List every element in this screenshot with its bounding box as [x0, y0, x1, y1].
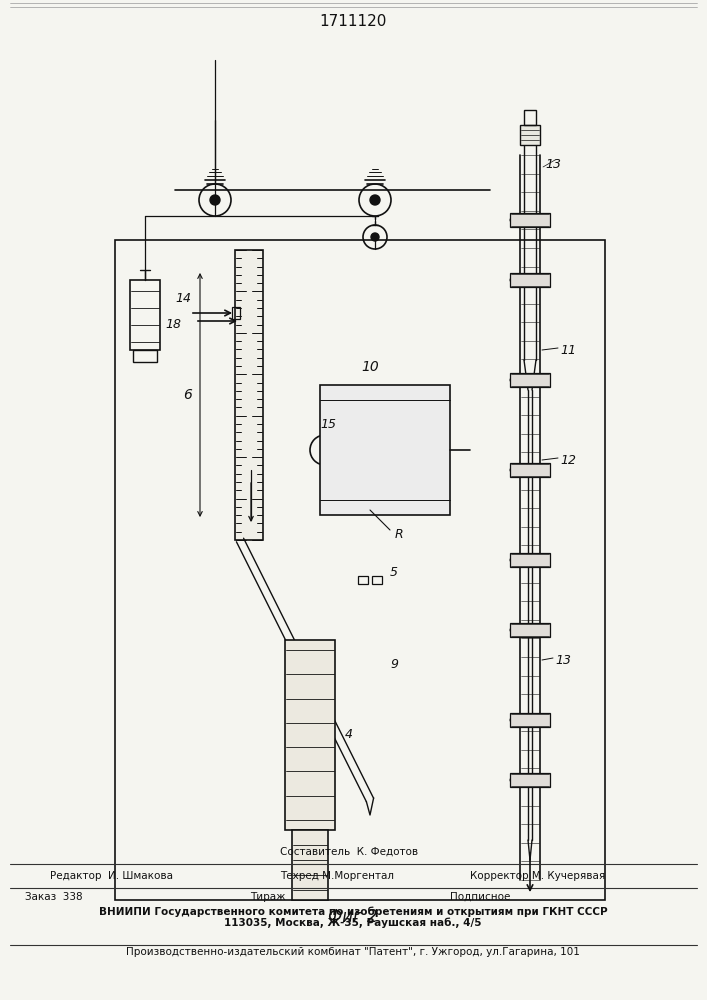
Circle shape [371, 233, 379, 241]
Circle shape [510, 277, 516, 283]
Text: 1711120: 1711120 [320, 14, 387, 29]
Circle shape [510, 467, 516, 473]
Circle shape [510, 557, 516, 563]
Text: 15: 15 [320, 418, 336, 432]
Bar [115, 240, 605, 900]
Text: Фиг 2: Фиг 2 [328, 908, 378, 926]
Circle shape [370, 195, 380, 205]
Bar [510, 273, 550, 287]
Text: 11: 11 [560, 344, 576, 357]
Text: Техред М.Моргентал: Техред М.Моргентал [280, 871, 394, 881]
Bar [232, 307, 240, 319]
Bar [133, 350, 157, 362]
Text: Заказ  338: Заказ 338 [25, 892, 83, 902]
Text: Редактор  И. Шмакова: Редактор И. Шмакова [50, 871, 173, 881]
Bar [292, 830, 328, 900]
Text: R: R [395, 528, 404, 542]
Circle shape [544, 217, 550, 223]
Text: 4: 4 [345, 728, 353, 742]
Bar [130, 280, 160, 350]
Text: 5: 5 [390, 566, 398, 578]
Bar [510, 213, 550, 227]
Bar [510, 553, 550, 567]
Circle shape [544, 717, 550, 723]
Bar [320, 385, 450, 515]
Bar [524, 110, 536, 125]
Circle shape [321, 446, 329, 454]
Text: ВНИИПИ Государственного комитета по изобретениям и открытиям при ГКНТ СССР: ВНИИПИ Государственного комитета по изоб… [99, 907, 607, 917]
Text: Производственно-издательский комбинат "Патент", г. Ужгород, ул.Гагарина, 101: Производственно-издательский комбинат "П… [126, 947, 580, 957]
Circle shape [544, 377, 550, 383]
Text: 9: 9 [390, 658, 398, 672]
Bar [510, 463, 550, 477]
Bar [510, 773, 550, 787]
Bar [510, 373, 550, 387]
Text: 13: 13 [545, 158, 561, 172]
Circle shape [510, 377, 516, 383]
Circle shape [210, 195, 220, 205]
Circle shape [544, 467, 550, 473]
Bar [372, 576, 382, 584]
Text: Подписное: Подписное [450, 892, 510, 902]
Circle shape [544, 277, 550, 283]
Text: 13: 13 [555, 654, 571, 666]
Bar [510, 623, 550, 637]
Text: 12: 12 [560, 454, 576, 466]
Circle shape [544, 557, 550, 563]
Bar [235, 250, 263, 540]
Text: 18: 18 [165, 318, 181, 332]
Circle shape [544, 777, 550, 783]
Circle shape [510, 717, 516, 723]
Circle shape [510, 777, 516, 783]
Bar [520, 125, 540, 145]
Text: Составитель  К. Федотов: Составитель К. Федотов [280, 847, 418, 857]
Text: 14: 14 [175, 292, 191, 304]
Bar [510, 713, 550, 727]
Circle shape [510, 217, 516, 223]
Text: Тираж: Тираж [250, 892, 286, 902]
Text: 6: 6 [183, 388, 192, 402]
Bar [285, 640, 335, 830]
Text: Корректор М. Кучерявая: Корректор М. Кучерявая [470, 871, 605, 881]
Text: 113035, Москва, Ж-35, Раушская наб., 4/5: 113035, Москва, Ж-35, Раушская наб., 4/5 [224, 918, 481, 928]
Circle shape [544, 627, 550, 633]
Text: 10: 10 [361, 360, 379, 374]
Circle shape [510, 627, 516, 633]
Bar [358, 576, 368, 584]
